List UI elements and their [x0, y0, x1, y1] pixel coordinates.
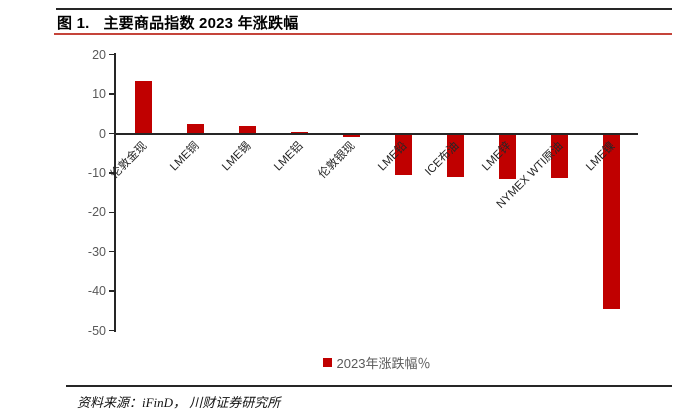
y-axis-tick-label: -30 [87, 244, 106, 259]
bar [186, 123, 204, 134]
top-rule [56, 8, 672, 10]
y-axis-tick-label: 20 [92, 47, 106, 62]
bottom-rule [66, 385, 672, 387]
bar [602, 134, 620, 310]
bar [550, 134, 568, 179]
y-axis-tick-label: 0 [99, 126, 106, 141]
y-axis-tick-label: -20 [87, 205, 106, 220]
title-underline [54, 33, 672, 35]
y-axis-line [114, 53, 116, 332]
bar [394, 134, 412, 175]
y-axis-tick-label: -50 [87, 323, 106, 338]
bar [238, 125, 256, 134]
figure-title: 图 1. 主要商品指数 2023 年涨跌幅 [57, 12, 298, 33]
bar [498, 134, 516, 179]
figure-number: 图 1. [57, 15, 90, 32]
y-axis-tick [109, 329, 114, 332]
bar [134, 81, 152, 134]
legend-label: 2023年涨跌幅％ [336, 356, 431, 371]
y-axis-tick [109, 290, 114, 292]
bar [290, 131, 308, 134]
chart-legend: 2023年涨跌幅％ [115, 353, 638, 372]
y-axis-tick [109, 211, 114, 214]
y-axis-tick [109, 53, 114, 56]
y-axis-tick-label: 10 [92, 87, 106, 102]
source-note: 资料来源：iFinD， 川财证券研究所 [77, 395, 281, 410]
y-axis-tick [109, 132, 114, 135]
bar [446, 134, 464, 178]
figure-title-text: 主要商品指数 2023 年涨跌幅 [103, 15, 299, 32]
legend-swatch [322, 358, 332, 367]
bar [342, 134, 360, 138]
y-axis-tick [109, 250, 114, 253]
y-axis-tick-label: -40 [87, 284, 106, 299]
y-axis-tick [109, 93, 114, 95]
y-axis-tick [109, 172, 114, 174]
y-axis-tick-label: -10 [87, 165, 106, 180]
x-axis-line [114, 132, 638, 135]
